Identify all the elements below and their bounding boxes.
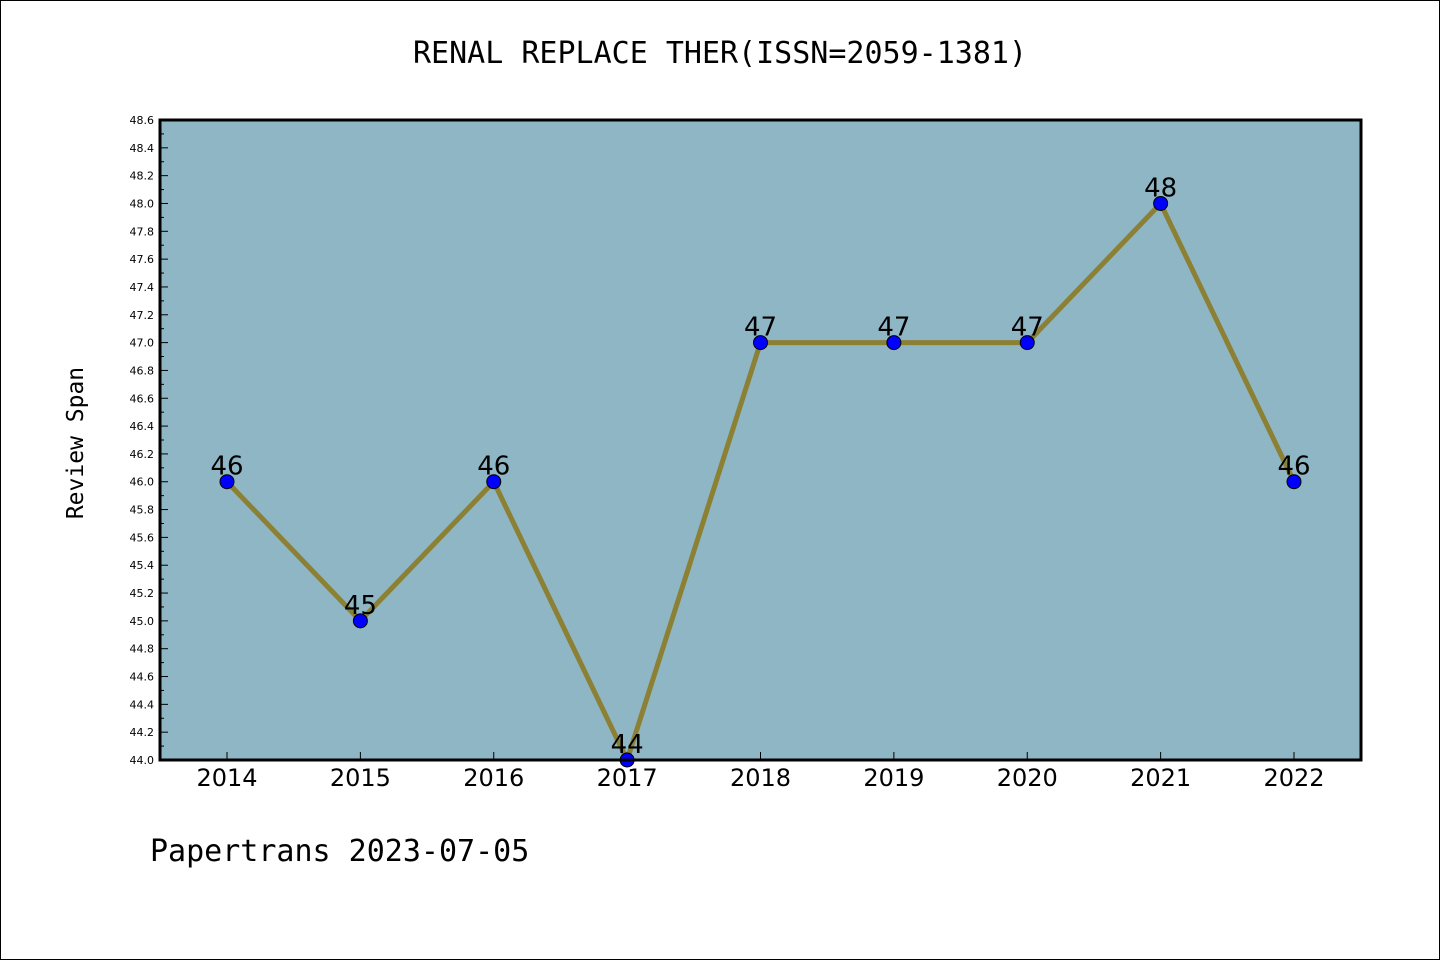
- x-tick-label: 2017: [597, 764, 658, 792]
- x-tick-label: 2022: [1263, 764, 1324, 792]
- y-tick-label: 45.0: [130, 615, 155, 628]
- x-tick-label: 2016: [463, 764, 524, 792]
- data-point: [486, 474, 502, 490]
- y-tick-label: 48.6: [130, 114, 155, 127]
- data-label: 47: [877, 313, 910, 343]
- x-tick-label: 2018: [730, 764, 791, 792]
- data-label: 45: [344, 591, 377, 621]
- footer-credit: Papertrans 2023-07-05: [150, 834, 530, 869]
- data-point: [219, 474, 235, 490]
- y-axis: 44.0 44.2 44.4 44.6 44.8 45.0 45.2 45.4 45.6 45.8…: [130, 114, 168, 767]
- y-tick-label: 45.4: [130, 559, 155, 572]
- y-tick-label: 46.6: [130, 392, 155, 405]
- data-point: [1019, 335, 1035, 351]
- y-tick-label: 46.8: [130, 364, 155, 377]
- data-label: 46: [1277, 452, 1310, 482]
- x-tick-label: 2019: [863, 764, 924, 792]
- y-tick-label: 44.2: [130, 726, 155, 739]
- x-tick-label: 2021: [1130, 764, 1191, 792]
- y-tick-label: 45.8: [130, 504, 155, 517]
- data-label: 46: [210, 452, 243, 482]
- y-tick-label: 48.4: [130, 142, 155, 155]
- data-labels: 46 45 46 44 47 47 47 48 46: [210, 173, 1310, 760]
- y-tick-label: 47.0: [130, 337, 155, 350]
- y-tick-label: 46.2: [130, 448, 155, 461]
- x-tick-label: 2014: [196, 764, 257, 792]
- data-point: [753, 335, 768, 351]
- y-tick-label: 46.4: [130, 420, 155, 433]
- data-point: [352, 613, 368, 629]
- data-label: 48: [1144, 173, 1177, 203]
- x-tick-label: 2015: [330, 764, 391, 792]
- data-label: 47: [744, 313, 777, 343]
- data-label: 44: [611, 730, 644, 760]
- chart-title: RENAL REPLACE THER(ISSN=2059-1381): [412, 36, 1028, 71]
- y-tick-label: 44.4: [130, 698, 155, 711]
- y-tick-label: 44.0: [130, 754, 155, 767]
- y-tick-label: 45.6: [130, 531, 155, 544]
- y-tick-label: 44.6: [130, 671, 155, 684]
- y-tick-label: 45.2: [130, 587, 155, 600]
- y-tick-label: 47.4: [130, 281, 155, 294]
- y-tick-label: 48.2: [130, 170, 155, 183]
- y-tick-label: 44.8: [130, 643, 155, 656]
- x-axis: 2014 2015 2016 2017 2018 2019 2020 2021 2022: [196, 752, 1325, 792]
- plot-area: [160, 120, 1361, 760]
- x-tick-label: 2020: [997, 764, 1058, 792]
- y-tick-label: 48.0: [130, 197, 155, 210]
- y-tick-label: 47.8: [130, 225, 155, 238]
- y-tick-label: 47.2: [130, 309, 155, 322]
- data-point: [1286, 474, 1302, 490]
- data-point: [1153, 195, 1169, 211]
- data-point: [886, 335, 902, 351]
- data-label: 47: [1011, 313, 1044, 343]
- data-label: 46: [477, 452, 510, 482]
- plot-border: [158, 118, 1363, 762]
- y-tick-label: 46.0: [130, 476, 155, 489]
- y-tick-label: 47.6: [130, 253, 155, 266]
